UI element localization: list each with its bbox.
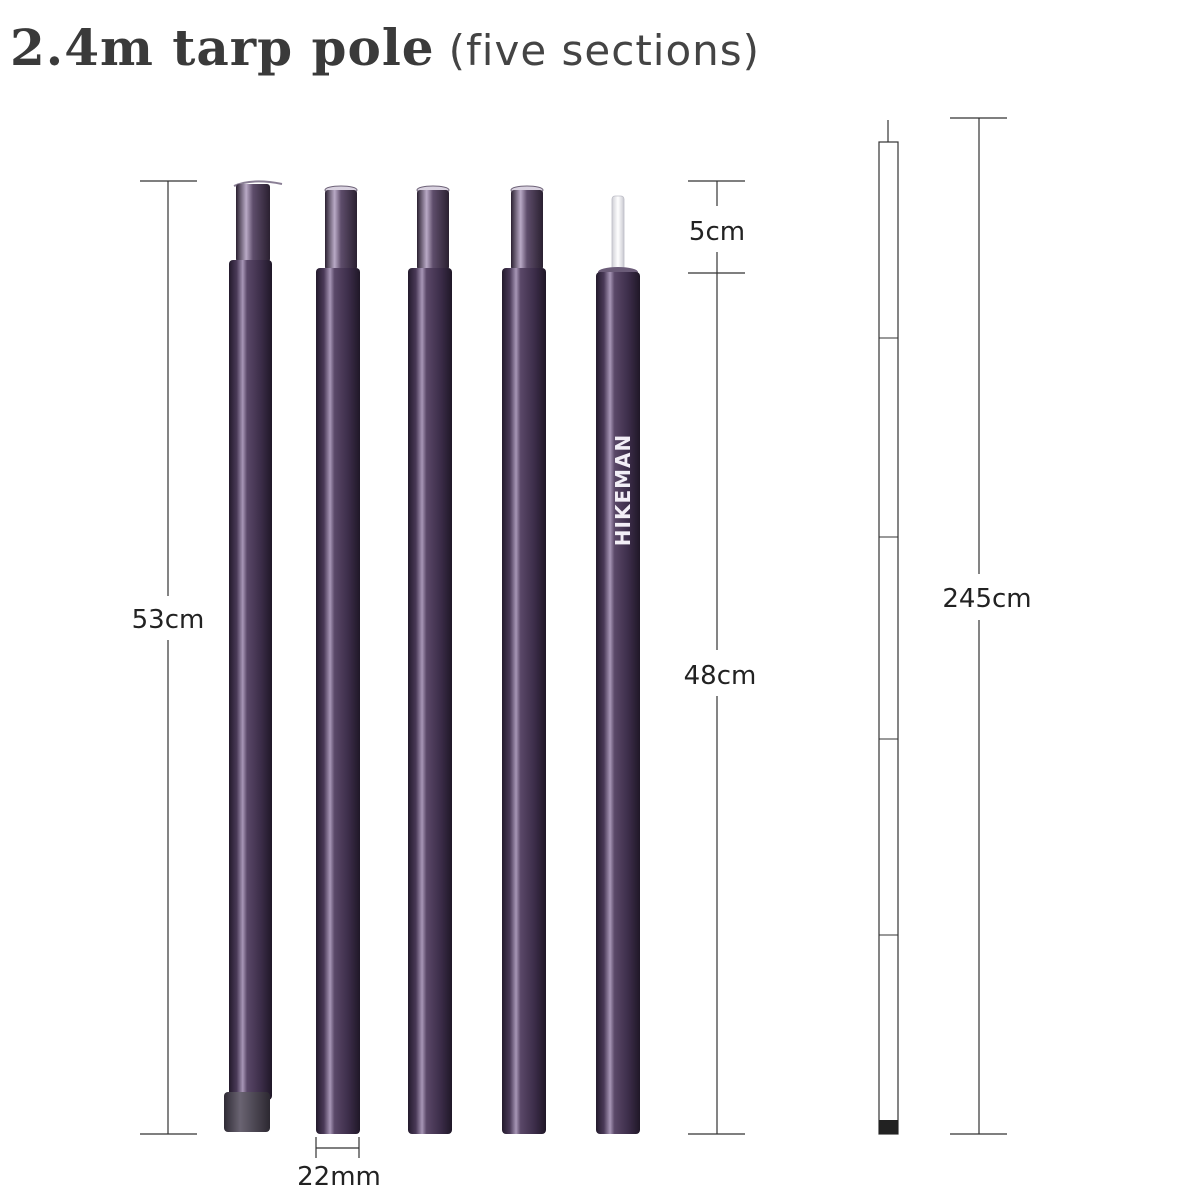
dimension-22mm: 22mm: [297, 1137, 381, 1192]
brand-logo: HIKEMAN: [611, 434, 635, 546]
label-53cm: 53cm: [132, 605, 205, 635]
dimension-245cm: 245cm: [942, 117, 1032, 1135]
assembled-pole: [878, 120, 899, 1135]
end-cap: [224, 1092, 270, 1132]
dimension-53cm: 53cm: [132, 180, 205, 1135]
title-main: 2.4m tarp pole: [10, 18, 435, 77]
page-title: 2.4m tarp pole (five sections): [10, 18, 760, 77]
dimension-48cm: 48cm: [684, 273, 757, 1135]
pole-section-3: [408, 185, 452, 1134]
pole-section-5: HIKEMAN: [596, 195, 640, 1134]
tip-spike: [611, 195, 625, 275]
label-5cm: 5cm: [689, 217, 745, 247]
assembled-end-cap: [879, 1120, 898, 1134]
label-245cm: 245cm: [942, 584, 1031, 614]
pole-section-2: [316, 185, 360, 1134]
pole-section-1: [224, 180, 283, 1132]
label-48cm: 48cm: [684, 661, 757, 691]
pole-section-4: [502, 185, 546, 1134]
dimension-5cm: 5cm: [688, 180, 745, 274]
label-22mm: 22mm: [297, 1162, 381, 1192]
title-sub: (five sections): [448, 26, 761, 75]
